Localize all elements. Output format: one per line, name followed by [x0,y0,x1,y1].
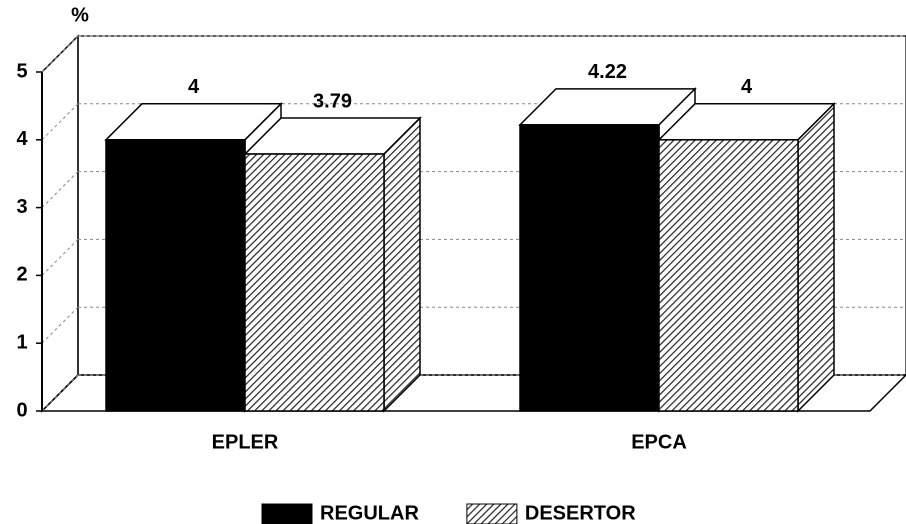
value-label: 4 [741,76,753,98]
value-label: 4.22 [588,61,627,83]
y-tick-label: 5 [16,60,27,82]
bar-side [797,101,835,413]
grid-line [41,306,79,344]
y-tick-label: 0 [16,399,27,421]
y-tick-label: 1 [16,331,27,353]
grid-line [41,374,79,412]
value-label: 3.79 [313,90,352,112]
legend-swatch [261,503,313,524]
value-label: 4 [188,76,200,98]
x-tick-label: EPCA [631,431,687,453]
legend-label: DESERTOR [525,502,636,524]
side-wall [41,34,79,413]
grid-line [41,103,79,141]
legend-label: REGULAR [320,502,419,524]
bar [244,153,385,412]
grid-line [41,35,79,73]
bar [519,124,660,412]
grid-line [41,171,79,208]
bar [105,139,246,412]
y-tick-label: 2 [16,264,27,286]
grid-line [41,239,79,276]
y-tick-label: 4 [16,128,28,150]
bar-side [383,116,421,413]
y-axis-label: % [71,4,89,26]
bar [658,139,799,412]
x-tick-label: EPLER [212,431,279,453]
legend-swatch [466,503,518,524]
y-tick-label: 3 [16,196,27,218]
